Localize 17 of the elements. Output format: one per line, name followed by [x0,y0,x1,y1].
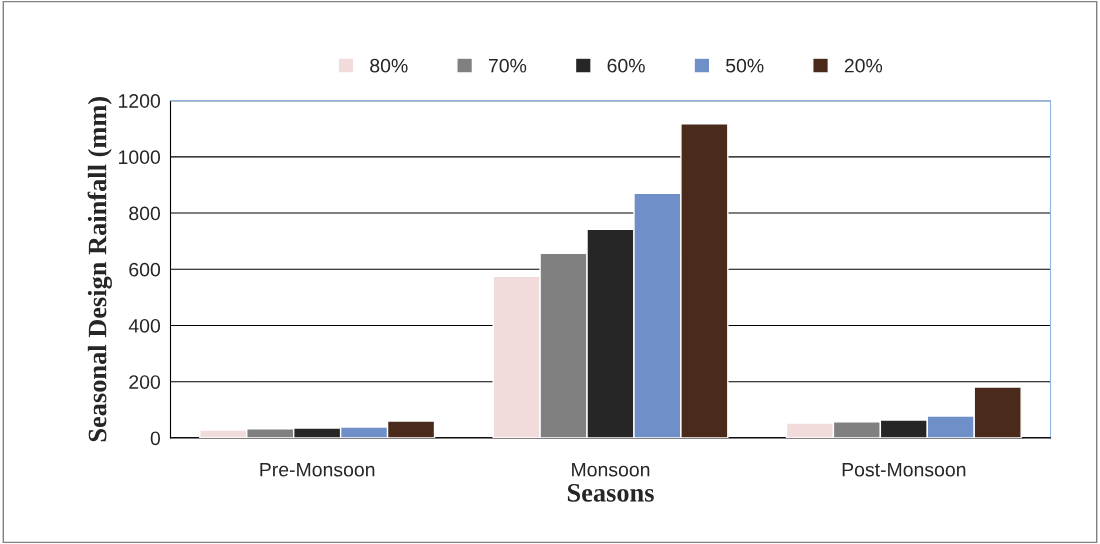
legend-label: 60% [607,58,645,73]
y-tick-label: 1200 [119,94,161,108]
legend-label: 80% [370,58,408,73]
y-tick-label: 800 [129,206,161,221]
y-tick-label: 1000 [119,150,161,165]
legend-label: 70% [488,58,527,73]
y-tick-label: 400 [128,318,161,333]
y-tick-label: 0 [150,431,161,446]
x-axis-title: Seasons [567,483,654,502]
y-tick-label: 200 [129,375,161,389]
x-tick-label: Post-Monsoon [842,462,966,477]
x-tick-label: Monsoon [572,462,650,477]
legend-label: 20% [844,58,883,73]
legend-label: 50% [726,58,764,73]
y-tick-label: 600 [129,262,161,277]
y-axis-title: Seasonal Design Rainfall (mm) [87,97,112,442]
x-tick-label: Pre-Monsoon [260,462,375,477]
